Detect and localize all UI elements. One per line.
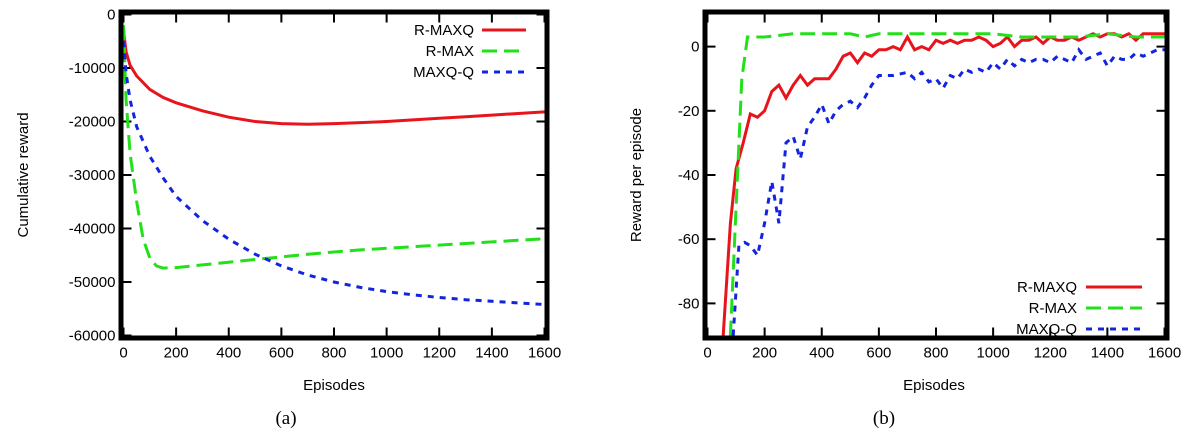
y-tick-label: 0 bbox=[107, 7, 115, 24]
legend-label: MAXQ-Q bbox=[1016, 321, 1077, 338]
x-tick-label: 600 bbox=[866, 345, 891, 362]
y-tick-label: -20000 bbox=[69, 114, 116, 131]
x-tick-label: 1200 bbox=[423, 345, 456, 362]
y-tick-label: -60 bbox=[678, 231, 700, 248]
legend-label: MAXQ-Q bbox=[413, 64, 474, 81]
series-line-maxq-q bbox=[731, 47, 1165, 336]
x-tick-label: 400 bbox=[809, 345, 834, 362]
panel-a-cumulative-reward: 0 200 400 600 800 1000 1200 1400 1600 0 -10000 -200… bbox=[15, 7, 561, 430]
panel-b-y-axis-label: Reward per episode bbox=[628, 108, 645, 242]
panel-b-legend: R-MAXQ R-MAX MAXQ-Q bbox=[1016, 279, 1142, 338]
panel-a-axis-ticks: 0 200 400 600 800 1000 1200 1400 1600 0 -10000 -200… bbox=[69, 7, 561, 362]
y-tick-label: -40000 bbox=[69, 221, 116, 238]
panel-a-caption: (a) bbox=[275, 408, 296, 429]
x-tick-label: 1600 bbox=[1148, 345, 1181, 362]
y-tick-label: -50000 bbox=[69, 274, 116, 291]
legend-label: R-MAX bbox=[1029, 300, 1077, 317]
x-tick-label: 1600 bbox=[528, 345, 561, 362]
y-tick-label: 0 bbox=[691, 39, 699, 56]
x-tick-label: 1400 bbox=[475, 345, 508, 362]
panel-a-y-axis-label: Cumulative reward bbox=[15, 112, 32, 237]
panel-a-series bbox=[123, 25, 545, 306]
panel-b-reward-per-episode: 0 200 400 600 800 1000 1200 1400 1600 0 -20 -40 -60 -… bbox=[628, 9, 1181, 429]
panel-a-x-axis-label: Episodes bbox=[303, 377, 365, 394]
x-tick-label: 1200 bbox=[1034, 345, 1067, 362]
y-tick-label: -10000 bbox=[69, 60, 116, 77]
legend-label: R-MAXQ bbox=[414, 22, 474, 39]
legend-label: R-MAXQ bbox=[1017, 279, 1077, 296]
x-tick-label: 0 bbox=[703, 345, 711, 362]
x-tick-label: 600 bbox=[269, 345, 294, 362]
panel-a-legend: R-MAXQ R-MAX MAXQ-Q bbox=[413, 22, 526, 81]
series-line-r-max bbox=[728, 32, 1165, 336]
x-tick-label: 1000 bbox=[370, 345, 403, 362]
series-line-r-maxq bbox=[721, 32, 1165, 336]
x-tick-label: 0 bbox=[119, 345, 127, 362]
y-tick-label: -40 bbox=[678, 167, 700, 184]
panel-b-series bbox=[721, 32, 1165, 336]
x-tick-label: 1400 bbox=[1091, 345, 1124, 362]
x-tick-label: 200 bbox=[164, 345, 189, 362]
x-tick-label: 1000 bbox=[976, 345, 1009, 362]
series-line-r-maxq bbox=[123, 30, 545, 126]
legend-label: R-MAX bbox=[426, 43, 474, 60]
panel-a-plot-frame bbox=[118, 9, 550, 341]
panel-b-caption: (b) bbox=[873, 408, 895, 429]
panel-b-x-axis-label: Episodes bbox=[903, 377, 965, 394]
x-tick-label: 400 bbox=[216, 345, 241, 362]
y-tick-label: -60000 bbox=[69, 328, 116, 345]
y-tick-label: -20 bbox=[678, 103, 700, 120]
panel-b-plot-frame bbox=[702, 9, 1170, 341]
panel-b-axis-ticks: 0 200 400 600 800 1000 1200 1400 1600 0 -20 -40 -60 -… bbox=[678, 14, 1181, 362]
x-tick-label: 800 bbox=[321, 345, 346, 362]
x-tick-label: 200 bbox=[752, 345, 777, 362]
x-tick-label: 800 bbox=[923, 345, 948, 362]
y-tick-label: -80 bbox=[678, 295, 700, 312]
y-tick-label: -30000 bbox=[69, 167, 116, 184]
series-line-maxq-q bbox=[123, 41, 545, 306]
series-line-r-max bbox=[123, 25, 545, 270]
